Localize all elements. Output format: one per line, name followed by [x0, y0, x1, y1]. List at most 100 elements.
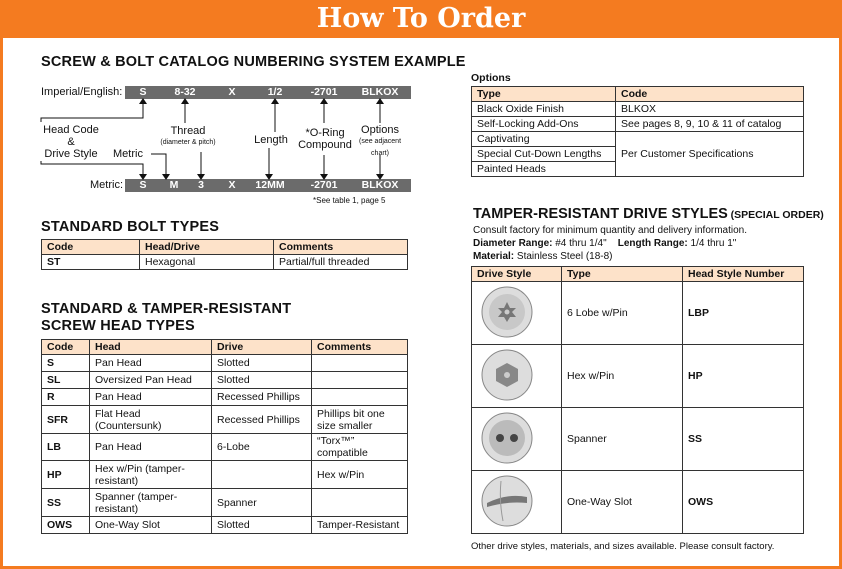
cell: Pan Head — [89, 388, 212, 406]
col-header: Code — [41, 239, 140, 255]
drive-styles-footer: Other drive styles, materials, and sizes… — [471, 541, 775, 552]
six-lobe-pin-icon — [481, 286, 533, 337]
col-header: Head — [89, 339, 212, 355]
drive-style-cell — [471, 470, 562, 534]
material-label: Material: — [473, 251, 515, 262]
cell: Recessed Phillips — [211, 405, 312, 434]
material-value: Stainless Steel (18-8) — [516, 251, 613, 262]
cell: Flat Head (Countersunk) — [89, 405, 212, 434]
code-part: X — [228, 86, 236, 98]
options-sub1: (see adjacent — [358, 138, 402, 145]
drive-style-cell — [471, 281, 562, 345]
drive-style-cell — [471, 407, 562, 471]
cell: Partial/full threaded — [273, 254, 408, 270]
cell: Hexagonal — [139, 254, 274, 270]
table-row: OWS One-Way Slot Slotted Tamper-Resistant — [41, 516, 408, 534]
title-line2: SCREW HEAD TYPES — [41, 318, 195, 334]
range-line: Diameter Range: #4 thru 1/4" Length Rang… — [473, 237, 813, 250]
cell — [311, 354, 408, 372]
cell: R — [41, 388, 90, 406]
code-part: S — [139, 86, 147, 98]
cell: S — [41, 354, 90, 372]
col-header: Drive Style — [471, 266, 562, 282]
code-part: 8-32 — [174, 86, 196, 98]
cell: LBP — [682, 281, 804, 345]
table-row: Special Cut-Down Lengths — [471, 146, 804, 162]
footnote: *See table 1, page 5 — [313, 196, 386, 205]
tamper-note: Consult factory for minimum quantity and… — [473, 225, 748, 236]
length-label: Length Range: — [617, 238, 688, 249]
cell: SFR — [41, 405, 90, 434]
options-text: Options — [361, 124, 399, 136]
cell: See pages 8, 9, 10 & 11 of catalog — [615, 116, 804, 132]
table-row: Painted Heads — [471, 161, 804, 177]
code-part: 12MM — [255, 179, 285, 191]
cell: 6 Lobe w/Pin — [561, 281, 683, 345]
table-row: Hex w/Pin HP — [471, 344, 804, 408]
options-title: Options — [471, 72, 511, 84]
drive-styles-table: Drive Style Type Head Style Number 6 Lobe … — [471, 266, 804, 534]
col-header: Comments — [311, 339, 408, 355]
spanner-icon — [481, 412, 533, 463]
table-row: Captivating Per Customer Specifications — [471, 131, 804, 177]
col-header: Type — [471, 86, 616, 102]
code-part: X — [228, 179, 236, 191]
diameter-value: #4 thru 1/4" — [555, 238, 607, 249]
table-row: SL Oversized Pan Head Slotted — [41, 371, 408, 389]
cell — [311, 488, 408, 517]
cell: LB — [41, 433, 90, 461]
cell: Recessed Phillips — [211, 388, 312, 406]
table-row: HP Hex w/Pin (tamper-resistant) Hex w/Pin — [41, 460, 408, 489]
cell: ST — [41, 254, 140, 270]
cell: Tamper-Resistant — [311, 516, 408, 534]
imperial-code-bar: S 8-32 X 1/2 -2701 BLKOX — [125, 86, 411, 99]
tamper-intro: TAMPER-RESISTANT DRIVE STYLES (SPECIAL O… — [473, 206, 824, 263]
cell: Special Cut-Down Lengths — [471, 146, 616, 162]
bolt-types-table: Code Head/Drive Comments ST Hexagonal Partia… — [41, 239, 408, 270]
cell: SS — [682, 407, 804, 471]
cell: SS — [41, 488, 90, 517]
catalog-title: SCREW & BOLT CATALOG NUMBERING SYSTEM EX… — [41, 54, 466, 70]
code-part: M — [169, 179, 179, 191]
one-way-slot-icon — [481, 475, 533, 526]
cell: Oversized Pan Head — [89, 371, 212, 389]
col-header: Drive — [211, 339, 312, 355]
screw-types-title: STANDARD & TAMPER-RESISTANT SCREW HEAD TY… — [41, 301, 291, 335]
diameter-label: Diameter Range: — [473, 238, 553, 249]
oring-text1: *O-Ring — [305, 127, 345, 139]
drive-style-cell — [471, 344, 562, 408]
cell: Captivating — [471, 131, 616, 147]
cell: One-Way Slot — [561, 470, 683, 534]
length-label: Length — [254, 134, 288, 146]
cell: OWS — [682, 470, 804, 534]
metric-label: Metric: — [90, 179, 123, 191]
cell: “Torx™” compatible — [311, 433, 408, 461]
head-code-text: Head Code — [43, 124, 99, 136]
options-label: Options (see adjacent chart) — [355, 124, 405, 160]
special-order: (SPECIAL ORDER) — [730, 209, 824, 221]
col-header: Type — [561, 266, 683, 282]
cell — [311, 371, 408, 389]
code-part: BLKOX — [361, 86, 399, 98]
cell — [211, 460, 312, 489]
hex-pin-icon — [481, 349, 533, 400]
thread-label: Thread (diameter & pitch) — [153, 125, 223, 149]
cell: BLKOX — [615, 101, 804, 117]
cell: Spanner — [561, 407, 683, 471]
table-row: Spanner SS — [471, 407, 804, 471]
bolt-types-title: STANDARD BOLT TYPES — [41, 219, 220, 235]
table-row: SS Spanner (tamper-resistant) Spanner — [41, 488, 408, 517]
oring-label: *O-Ring Compound — [295, 127, 355, 151]
col-header: Code — [615, 86, 804, 102]
cell: HP — [682, 344, 804, 408]
cell: Painted Heads — [471, 161, 616, 177]
page-title: How To Order — [316, 3, 526, 34]
cell: Hex w/Pin — [561, 344, 683, 408]
length-value: 1/4 thru 1" — [690, 238, 737, 249]
metric-arrow-label: Metric — [113, 148, 143, 160]
cell: Black Oxide Finish — [471, 101, 616, 117]
tamper-title: TAMPER-RESISTANT DRIVE STYLES — [473, 206, 728, 222]
code-part: -2701 — [310, 179, 338, 191]
diagram-arrows — [40, 98, 384, 180]
cell: Slotted — [211, 371, 312, 389]
